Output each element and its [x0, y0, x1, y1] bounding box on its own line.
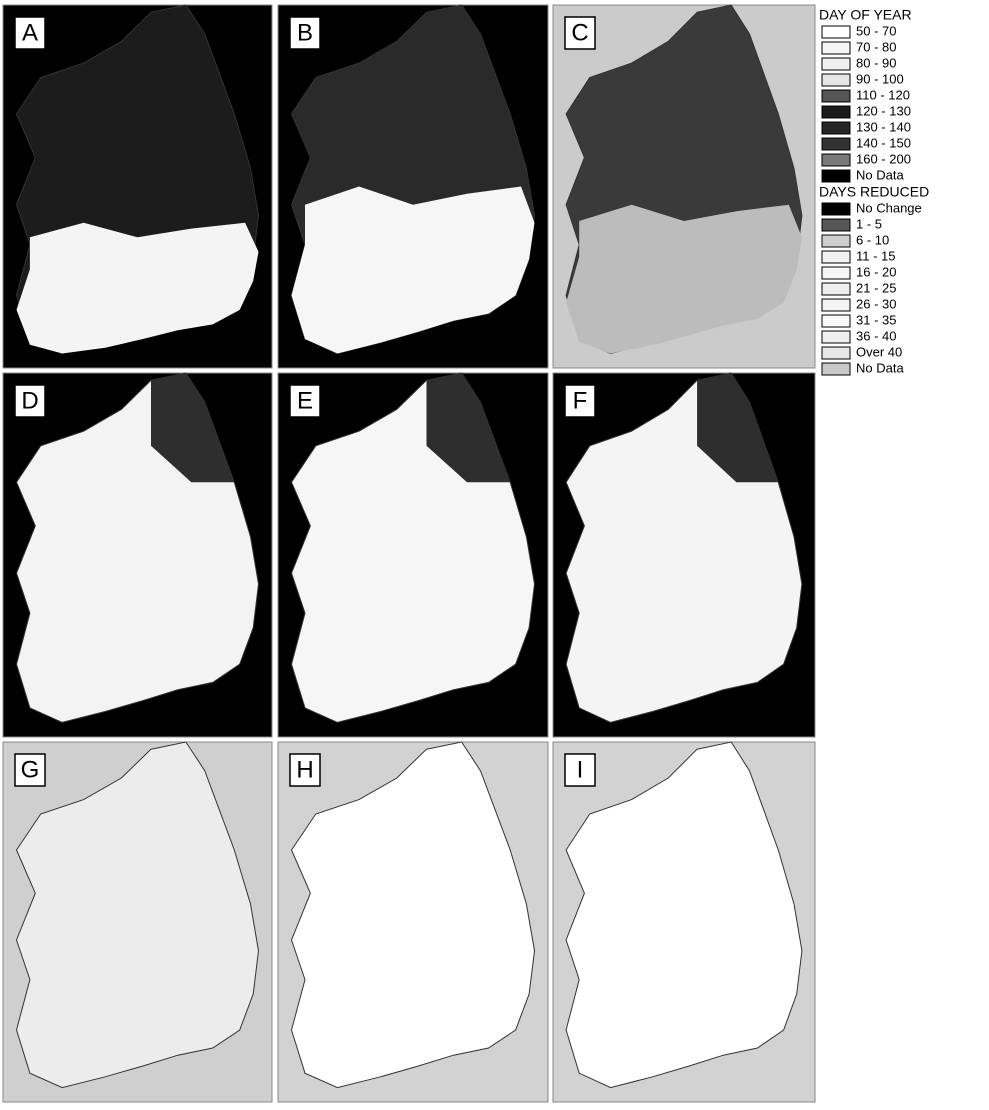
legend-label: 120 - 130 [856, 103, 911, 118]
legend-label: 110 - 120 [856, 87, 910, 102]
legend-swatch [822, 122, 850, 134]
panel-label: F [573, 387, 588, 414]
legend-swatch [822, 138, 850, 150]
panel-label: D [21, 387, 38, 414]
panel-label: A [22, 19, 38, 46]
legend-label: Over 40 [856, 344, 902, 359]
figure: A B C D E F G H I DAY OF YEAR50 - 7070 - 8080 - 9… [0, 0, 989, 1105]
legend-label: No Data [856, 167, 904, 182]
legend-swatch [822, 42, 850, 54]
map-panel: I [553, 742, 815, 1102]
panel-label: B [297, 19, 313, 46]
legend-swatch [822, 170, 850, 182]
legend-title: DAYS REDUCED [819, 184, 929, 200]
map-panel: D [3, 373, 272, 737]
legend-label: 11 - 15 [856, 248, 896, 263]
legend-swatch [822, 74, 850, 86]
legend-label: 130 - 140 [856, 119, 911, 134]
legend-swatch [822, 154, 850, 166]
legend-label: 50 - 70 [856, 23, 896, 38]
legend-label: 6 - 10 [856, 232, 889, 247]
legend-label: 90 - 100 [856, 71, 904, 86]
legend-label: 70 - 80 [856, 39, 896, 54]
legend-swatch [822, 299, 850, 311]
legend-label: 31 - 35 [856, 312, 896, 327]
panel-label: G [21, 756, 40, 783]
legend-label: 16 - 20 [856, 264, 896, 279]
map-panel: F [553, 373, 815, 737]
legend-label: 26 - 30 [856, 296, 896, 311]
legend-swatch [822, 219, 850, 231]
legend-label: 36 - 40 [856, 328, 896, 343]
legend-swatch [822, 347, 850, 359]
legend-swatch [822, 106, 850, 118]
legend-swatch [822, 90, 850, 102]
panel-label: H [296, 756, 313, 783]
map-panel: G [3, 742, 272, 1102]
legend-swatch [822, 363, 850, 375]
legend-label: 140 - 150 [856, 135, 911, 150]
legend-swatch [822, 58, 850, 70]
legend-label: No Change [856, 200, 922, 215]
panel-label: C [571, 19, 588, 46]
legend-title: DAY OF YEAR [819, 7, 912, 23]
legend-swatch [822, 267, 850, 279]
panel-label: I [577, 756, 584, 783]
legend-swatch [822, 235, 850, 247]
legend-label: 1 - 5 [856, 216, 882, 231]
legend-swatch [822, 331, 850, 343]
legend-label: 80 - 90 [856, 55, 896, 70]
legend-label: 21 - 25 [856, 280, 896, 295]
map-panel: C [553, 5, 815, 368]
legend-swatch [822, 315, 850, 327]
map-panel: B [278, 5, 548, 368]
legend-label: No Data [856, 360, 904, 375]
map-panel: A [3, 5, 272, 368]
panel-label: E [297, 387, 313, 414]
legend-swatch [822, 203, 850, 215]
legend-swatch [822, 26, 850, 38]
map-panel: H [278, 742, 548, 1102]
map-panel: E [278, 373, 548, 737]
legend-swatch [822, 251, 850, 263]
legend-swatch [822, 283, 850, 295]
legend-label: 160 - 200 [856, 151, 911, 166]
